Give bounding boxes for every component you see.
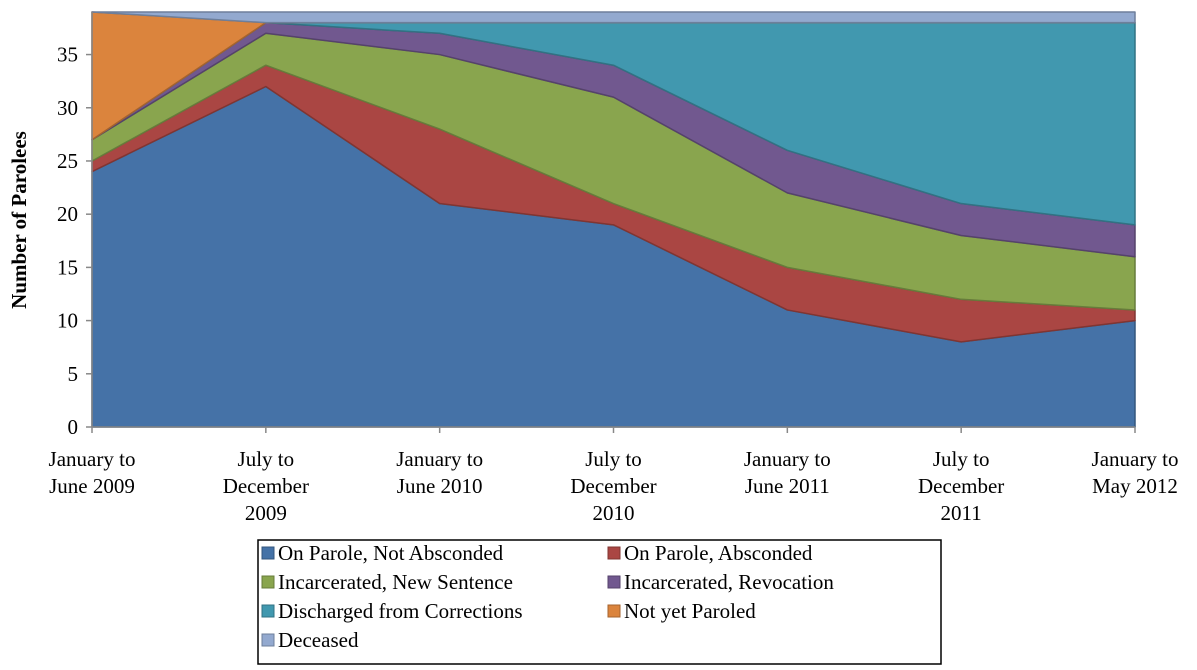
legend-label: Not yet Paroled (624, 599, 756, 623)
legend-swatch (607, 604, 621, 618)
legend-swatch (261, 604, 275, 618)
legend-label: Deceased (278, 628, 359, 652)
area (91, 11, 1136, 24)
legend-swatch (607, 546, 621, 560)
y-tick-label: 30 (57, 96, 78, 120)
x-tick-label: January to May 2012 (1092, 447, 1179, 498)
y-tick-label: 10 (57, 309, 78, 333)
legend-swatch (261, 633, 275, 647)
x-tick-label: July to December 2009 (223, 447, 309, 525)
y-axis-label: Number of Parolees (7, 131, 31, 309)
legend-label: On Parole, Absconded (624, 541, 813, 565)
legend-label: Incarcerated, Revocation (624, 570, 834, 594)
y-tick-label: 15 (57, 255, 78, 279)
areas (91, 11, 1136, 428)
legend-swatch (261, 575, 275, 589)
x-tick-label: January to June 2010 (396, 447, 483, 498)
legend-swatch (261, 546, 275, 560)
y-tick-label: 0 (68, 415, 79, 439)
y-tick-label: 25 (57, 149, 78, 173)
y-tick-label: 5 (68, 362, 79, 386)
x-tick-label: July to December 2011 (918, 447, 1004, 525)
y-tick-label: 20 (57, 202, 78, 226)
x-tick-label: July to December 2010 (570, 447, 656, 525)
legend-label: On Parole, Not Absconded (278, 541, 504, 565)
legend-swatch (607, 575, 621, 589)
x-tick-label: January to June 2011 (744, 447, 831, 498)
legend-label: Discharged from Corrections (278, 599, 523, 623)
legend-label: Incarcerated, New Sentence (278, 570, 513, 594)
x-tick-label: January to June 2009 (49, 447, 136, 498)
legend-box (257, 539, 942, 665)
y-tick-label: 35 (57, 43, 78, 67)
